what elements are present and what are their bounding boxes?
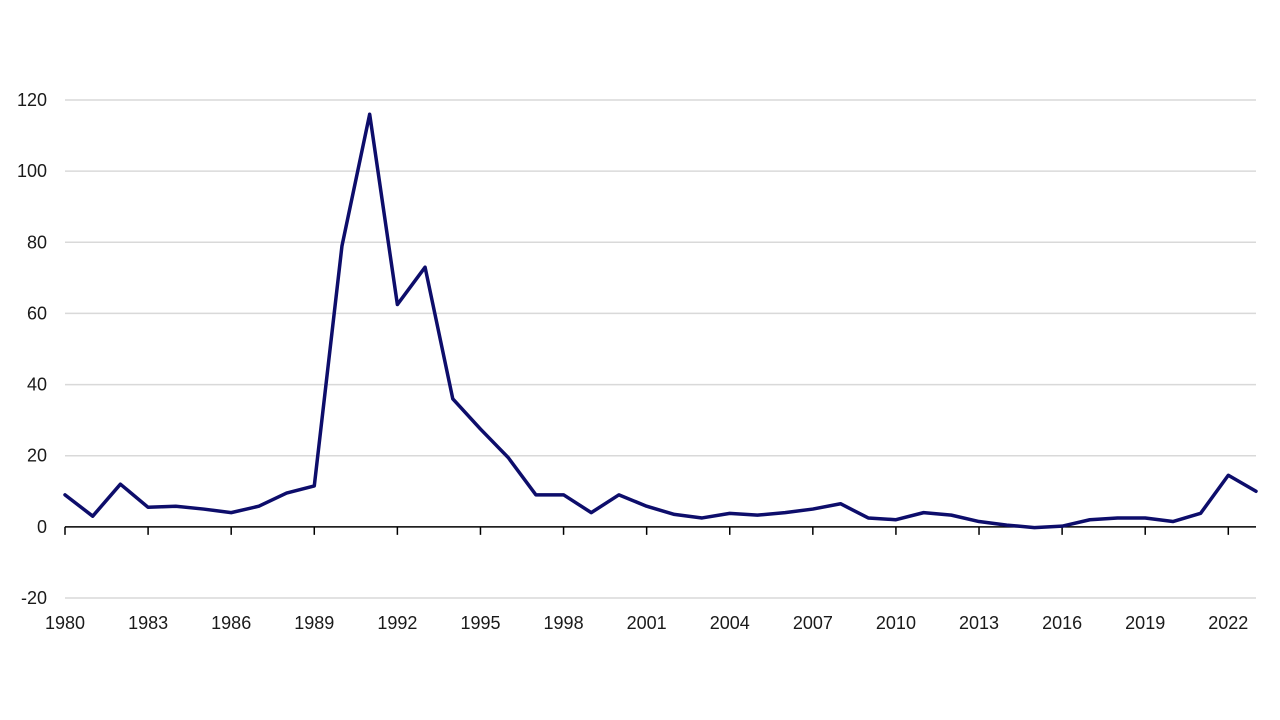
x-tick-label: 1995 — [460, 613, 500, 633]
y-tick-label: 80 — [27, 232, 47, 252]
x-axis-tick-labels: 1980 1983 1986 1989 1992 1995 1998 2001 2004 2007… — [45, 613, 1248, 633]
x-tick-label: 1989 — [294, 613, 334, 633]
x-tick-label: 1992 — [377, 613, 417, 633]
x-tick-label: 1998 — [544, 613, 584, 633]
x-tick-label: 2010 — [876, 613, 916, 633]
x-axis — [64, 526, 1256, 535]
x-tick-label: 2013 — [959, 613, 999, 633]
series-line — [63, 112, 1258, 530]
y-tick-label: -20 — [21, 588, 47, 608]
y-tick-label: 100 — [17, 161, 47, 181]
x-tick-label: 2019 — [1125, 613, 1165, 633]
y-tick-label: 0 — [37, 517, 47, 537]
y-tick-label: 60 — [27, 303, 47, 323]
x-tick-label: 2001 — [627, 613, 667, 633]
x-tick-label: 2022 — [1208, 613, 1248, 633]
x-tick-label: 2007 — [793, 613, 833, 633]
series-layer — [63, 112, 1258, 530]
x-tick-label: 1980 — [45, 613, 85, 633]
x-tick-label: 2016 — [1042, 613, 1082, 633]
x-tick-label: 1983 — [128, 613, 168, 633]
y-tick-label: 40 — [27, 375, 47, 395]
y-tick-label: 120 — [17, 90, 47, 110]
x-tick-label: 1986 — [211, 613, 251, 633]
y-tick-label: 20 — [27, 446, 47, 466]
gridlines — [65, 99, 1256, 599]
x-tick-label: 2004 — [710, 613, 750, 633]
y-axis-tick-labels: -20 0 20 40 60 80 100 120 — [17, 90, 47, 608]
